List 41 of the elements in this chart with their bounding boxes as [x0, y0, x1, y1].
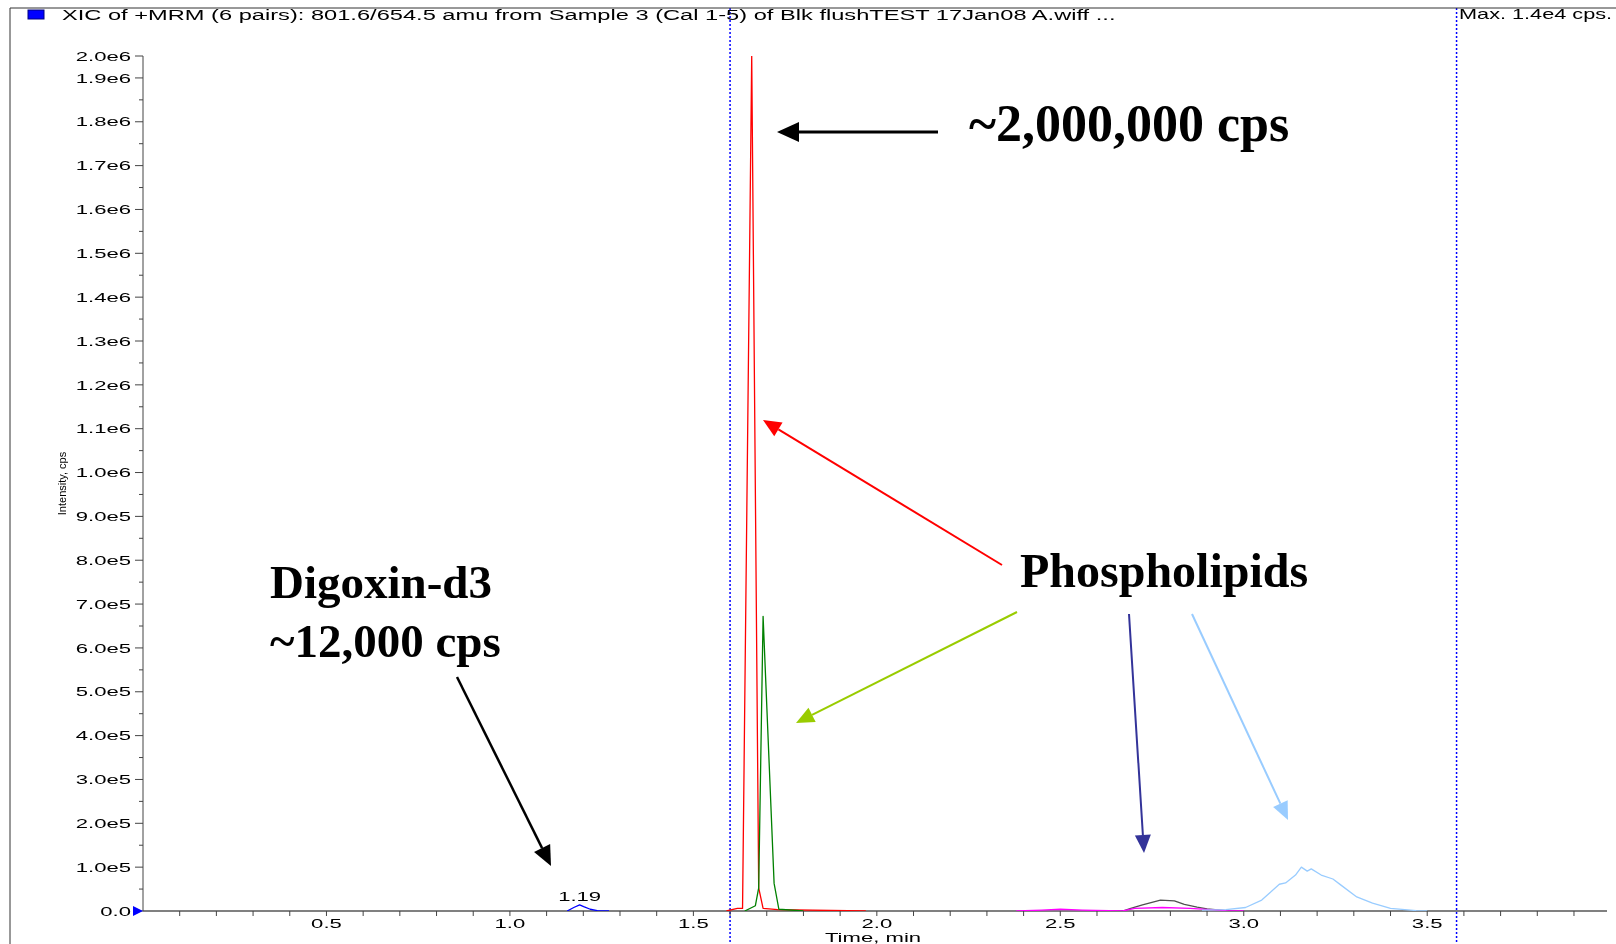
y-tick-label: 1.5e6 [75, 246, 131, 261]
annotation: Digoxin-d3 [270, 556, 492, 608]
y-tick-label: 1.3e6 [75, 334, 131, 349]
chart-title: XIC of +MRM (6 pairs): 801.6/654.5 amu from Sample 3 (Cal 1-5) of Blk flushTEST 17Jan08 A.wiff ... [62, 7, 1116, 23]
line-series [725, 56, 867, 911]
y-tick-label: 1.6e6 [75, 202, 131, 218]
x-tick-label: 3.5 [1411, 916, 1443, 931]
annotation: ~12,000 cps [270, 615, 501, 667]
x-tick-label: 2.0 [861, 916, 893, 931]
y-tick-label: 4.0e5 [75, 728, 131, 744]
annotation: 1.19 [558, 889, 602, 904]
line-series [744, 615, 805, 911]
y-tick-label: 0.0 [100, 904, 131, 919]
y-tick-label: 1.9e6 [75, 71, 131, 86]
y-tick-label: 1.7e6 [75, 158, 131, 174]
x-tick-label: 3.0 [1228, 916, 1260, 931]
line-series [566, 904, 610, 911]
y-axis-title: Intensity, cps [56, 451, 68, 516]
y-tick-label: 5.0e5 [75, 684, 131, 700]
x-axis-title: Time, min [824, 930, 922, 944]
y-tick-label: 6.0e5 [75, 641, 131, 656]
y-tick-label: 2.0e5 [75, 816, 131, 831]
x-tick-label: 0.5 [311, 916, 342, 931]
y-tick-label: 1.2e6 [75, 378, 131, 393]
y-tick-label: 1.0e5 [75, 860, 131, 875]
y-tick-label: 3.0e5 [75, 772, 131, 788]
x-tick-label: 1.0 [494, 916, 526, 931]
y-tick-label: 8.0e5 [75, 553, 131, 568]
y-tick-label: 9.0e5 [75, 509, 131, 524]
x-tick-label: 1.5 [678, 916, 709, 931]
y-tick-label: 1.4e6 [75, 290, 131, 305]
x-tick-label: 2.5 [1044, 916, 1076, 931]
y-tick-label: 1.0e6 [75, 465, 131, 481]
y-tick-label: 7.0e5 [75, 597, 131, 612]
y-tick-label: 2.0e6 [75, 49, 131, 64]
y-tick-label: 1.1e6 [75, 421, 131, 437]
line-series [1201, 866, 1428, 911]
text: Max. 1.4e4 cps. [1459, 5, 1613, 23]
annotation: ~2,000,000 cps [969, 95, 1290, 152]
y-tick-label: 1.8e6 [75, 114, 131, 130]
annotation: Phospholipids [1020, 544, 1309, 597]
